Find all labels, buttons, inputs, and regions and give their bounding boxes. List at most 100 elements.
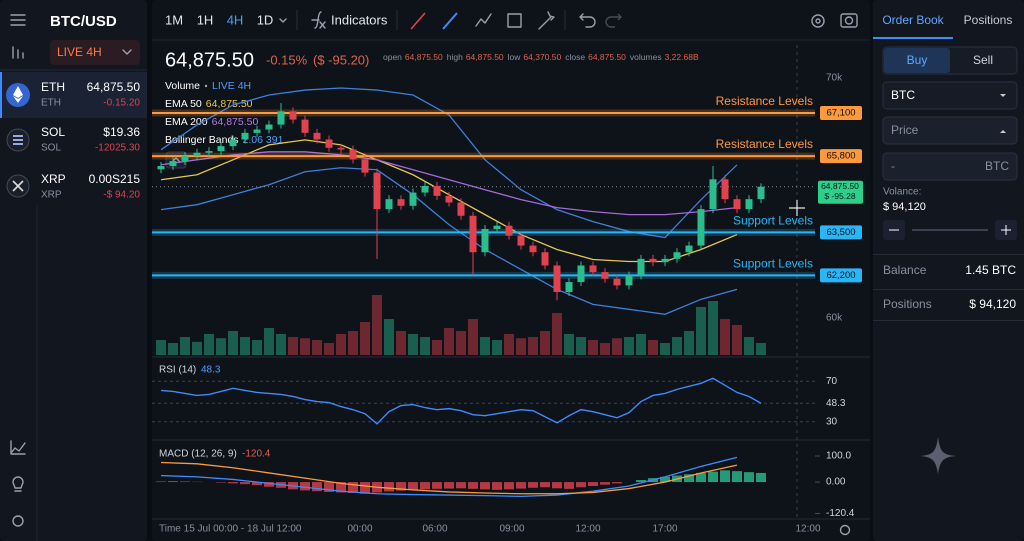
volume-bar	[684, 331, 694, 355]
legend-item: Bollinger Bands 2.06 391	[165, 134, 284, 146]
macd-bar	[156, 481, 166, 483]
macd-bar	[420, 482, 430, 490]
candle-body	[673, 252, 681, 259]
macd-bar	[540, 482, 550, 488]
volume-bar	[252, 340, 262, 355]
candle-body	[193, 152, 201, 157]
undo[interactable]	[579, 13, 596, 28]
macd-bar	[240, 482, 250, 485]
volume-bar	[456, 331, 466, 355]
asset-sub: XRP	[41, 190, 62, 201]
volume-bar	[672, 337, 682, 355]
ohlc-label: high	[447, 52, 463, 62]
interval-button[interactable]: 1D	[257, 12, 274, 27]
ohlc-value: 64,875.50	[466, 52, 504, 62]
asset-select[interactable]	[882, 81, 1018, 110]
legend-dot	[204, 84, 208, 88]
macd-bar	[588, 482, 598, 486]
redo[interactable]	[605, 13, 622, 28]
tab-order-book[interactable]: Order Book	[882, 13, 944, 27]
legend-value: 64,875.50	[212, 116, 259, 128]
indicators-button[interactable]: Indicators	[331, 12, 388, 27]
macd-bar	[456, 482, 466, 489]
price-input[interactable]	[882, 116, 1018, 145]
current-tag	[818, 180, 863, 204]
settings-icon-core	[815, 18, 821, 24]
idea-icon[interactable]	[12, 476, 24, 492]
candle-body	[529, 245, 537, 253]
time-tick-label: 06:00	[422, 524, 447, 535]
asset-change: -0.15.20	[103, 98, 140, 109]
candle-body	[169, 161, 177, 167]
sell-button[interactable]: Sell	[973, 53, 993, 67]
overlay-line	[160, 151, 738, 216]
buy-button[interactable]: Buy	[907, 53, 928, 67]
level-tag-text: 63,500	[826, 227, 855, 238]
volume-bar	[540, 331, 550, 355]
candle-body	[541, 252, 549, 266]
magic-tool[interactable]	[538, 11, 555, 30]
amount-unit: BTC	[985, 159, 1009, 173]
candle-body	[733, 199, 741, 210]
path-tool[interactable]	[475, 13, 492, 27]
indicator-panes	[152, 377, 815, 498]
interval-button[interactable]: 4H	[227, 12, 244, 27]
candle-body	[445, 195, 453, 203]
macd-tick-label: -120.4	[826, 508, 855, 519]
chart-icon[interactable]	[10, 440, 26, 455]
volume-bar	[468, 319, 478, 355]
asset-sub: ETH	[41, 98, 61, 109]
volume-bar	[720, 319, 730, 355]
volume-value: $ 94,120	[883, 201, 926, 213]
level-tag-text: 67,100	[826, 107, 855, 118]
interval-button[interactable]: 1M	[165, 12, 183, 27]
volume-bar	[288, 337, 298, 355]
candle-body	[157, 166, 165, 170]
volume-bar	[360, 322, 370, 355]
candle-body	[757, 186, 765, 200]
candle-body	[277, 111, 285, 125]
candle-body	[205, 151, 213, 153]
menu-icon[interactable]	[10, 14, 26, 26]
macd-bar	[636, 479, 646, 483]
candle-body	[553, 265, 561, 293]
macd-bar	[312, 482, 322, 492]
rect-tool[interactable]	[507, 13, 522, 28]
layout-icon[interactable]	[12, 46, 24, 59]
settings-icon[interactable]	[12, 515, 24, 527]
asset-select-value: BTC	[891, 88, 915, 102]
settings-icon[interactable]	[811, 14, 825, 28]
rsi-tick-label: 70	[826, 376, 838, 387]
volume-bar	[420, 337, 430, 355]
candle-body	[349, 149, 357, 160]
volume-bar	[408, 334, 418, 355]
live-button[interactable]	[50, 40, 140, 65]
sparkle-icon	[920, 437, 956, 474]
ray-tool[interactable]	[442, 12, 458, 30]
axis-settings[interactable]	[839, 524, 851, 536]
macd-current: -120.4	[242, 449, 271, 460]
level-tag-text: 65,800	[826, 151, 855, 162]
time-tick-label: 00:00	[347, 524, 372, 535]
macd-tick-label: 0.00	[826, 477, 846, 488]
camera-icon[interactable]	[840, 13, 858, 28]
asset-symbol: ETH	[41, 80, 65, 94]
candle-body	[661, 258, 669, 263]
legend-name: EMA 50	[165, 98, 202, 110]
tab-positions[interactable]: Positions	[964, 13, 1013, 27]
macd-bar	[216, 482, 226, 483]
ohlc-line: open 64,875.50 high 64,875.50 low 64,370.50 cl…	[383, 52, 699, 62]
interval-button[interactable]: 1H	[197, 12, 214, 27]
chevron	[122, 49, 132, 55]
volume-bar	[504, 334, 514, 355]
asset-change: -12025.30	[95, 143, 140, 154]
candle-body	[589, 265, 597, 273]
buy-active[interactable]	[884, 48, 950, 73]
macd-bar	[336, 482, 346, 493]
volume-bar	[264, 328, 274, 355]
amount-input[interactable]	[882, 152, 1018, 181]
candle-body	[481, 229, 489, 253]
trend-tool[interactable]	[410, 12, 426, 30]
level-label: Support Levels	[733, 257, 813, 271]
positions-label: Positions	[883, 297, 932, 311]
